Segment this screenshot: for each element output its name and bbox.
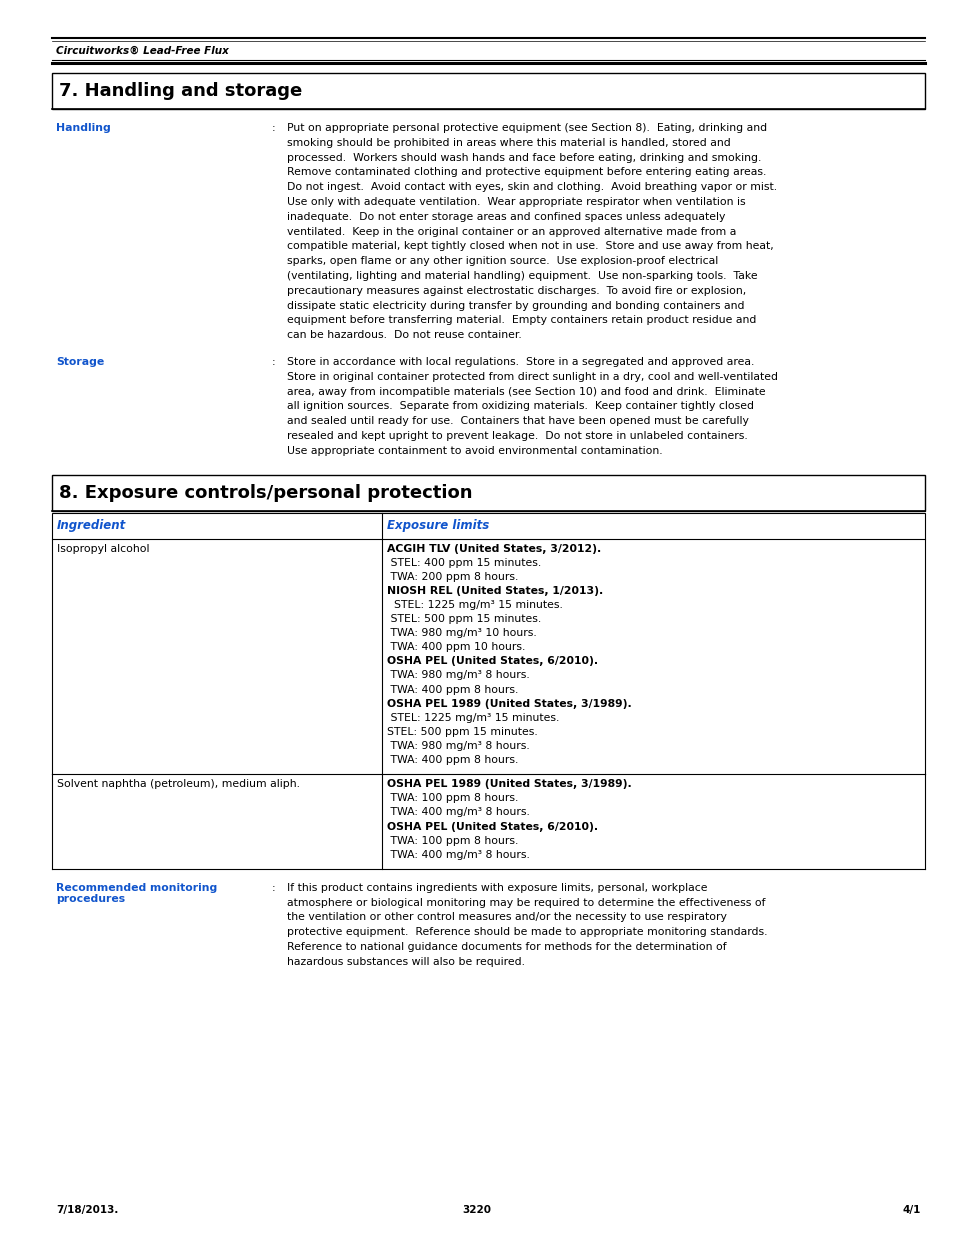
Text: Storage: Storage xyxy=(56,357,104,367)
Text: :: : xyxy=(272,883,275,893)
Text: If this product contains ingredients with exposure limits, personal, workplace: If this product contains ingredients wit… xyxy=(287,883,707,893)
Text: equipment before transferring material.  Empty containers retain product residue: equipment before transferring material. … xyxy=(287,315,756,325)
Text: TWA: 400 ppm 8 hours.: TWA: 400 ppm 8 hours. xyxy=(387,755,517,766)
Text: sparks, open flame or any other ignition source.  Use explosion-proof electrical: sparks, open flame or any other ignition… xyxy=(287,256,718,267)
Text: atmosphere or biological monitoring may be required to determine the effectivene: atmosphere or biological monitoring may … xyxy=(287,898,764,908)
Bar xyxy=(52,474,924,510)
Text: OSHA PEL 1989 (United States, 3/1989).: OSHA PEL 1989 (United States, 3/1989). xyxy=(387,699,631,709)
Text: OSHA PEL (United States, 6/2010).: OSHA PEL (United States, 6/2010). xyxy=(387,821,598,831)
Text: ventilated.  Keep in the original container or an approved alternative made from: ventilated. Keep in the original contain… xyxy=(287,226,736,237)
Text: TWA: 980 mg/m³ 8 hours.: TWA: 980 mg/m³ 8 hours. xyxy=(387,741,529,751)
Text: protective equipment.  Reference should be made to appropriate monitoring standa: protective equipment. Reference should b… xyxy=(287,927,767,937)
Text: 3220: 3220 xyxy=(462,1205,491,1215)
Text: 7/18/2013.: 7/18/2013. xyxy=(56,1205,118,1215)
Text: Store in original container protected from direct sunlight in a dry, cool and we: Store in original container protected fr… xyxy=(287,372,778,382)
Text: ACGIH TLV (United States, 3/2012).: ACGIH TLV (United States, 3/2012). xyxy=(387,543,600,553)
Text: TWA: 100 ppm 8 hours.: TWA: 100 ppm 8 hours. xyxy=(387,793,517,803)
Text: NIOSH REL (United States, 1/2013).: NIOSH REL (United States, 1/2013). xyxy=(387,585,602,597)
Text: the ventilation or other control measures and/or the necessity to use respirator: the ventilation or other control measure… xyxy=(287,913,726,923)
Text: OSHA PEL 1989 (United States, 3/1989).: OSHA PEL 1989 (United States, 3/1989). xyxy=(387,779,631,789)
Text: Exposure limits: Exposure limits xyxy=(387,519,489,532)
Text: and sealed until ready for use.  Containers that have been opened must be carefu: and sealed until ready for use. Containe… xyxy=(287,416,748,426)
Text: Use only with adequate ventilation.  Wear appropriate respirator when ventilatio: Use only with adequate ventilation. Wear… xyxy=(287,198,745,207)
Text: :: : xyxy=(272,124,275,133)
Text: TWA: 980 mg/m³ 10 hours.: TWA: 980 mg/m³ 10 hours. xyxy=(387,629,537,638)
Text: area, away from incompatible materials (see Section 10) and food and drink.  Eli: area, away from incompatible materials (… xyxy=(287,387,765,396)
Text: precautionary measures against electrostatic discharges.  To avoid fire or explo: precautionary measures against electrost… xyxy=(287,285,745,296)
Text: (ventilating, lighting and material handling) equipment.  Use non-sparking tools: (ventilating, lighting and material hand… xyxy=(287,270,757,282)
Text: Reference to national guidance documents for methods for the determination of: Reference to national guidance documents… xyxy=(287,942,726,952)
Text: :: : xyxy=(272,357,275,367)
Text: 4/1: 4/1 xyxy=(902,1205,920,1215)
Text: Store in accordance with local regulations.  Store in a segregated and approved : Store in accordance with local regulatio… xyxy=(287,357,754,367)
Text: smoking should be prohibited in areas where this material is handled, stored and: smoking should be prohibited in areas wh… xyxy=(287,138,730,148)
Text: TWA: 980 mg/m³ 8 hours.: TWA: 980 mg/m³ 8 hours. xyxy=(387,671,529,680)
Text: TWA: 400 ppm 10 hours.: TWA: 400 ppm 10 hours. xyxy=(387,642,525,652)
Text: TWA: 400 mg/m³ 8 hours.: TWA: 400 mg/m³ 8 hours. xyxy=(387,850,529,860)
Text: TWA: 200 ppm 8 hours.: TWA: 200 ppm 8 hours. xyxy=(387,572,517,582)
Text: Circuitworks® Lead-Free Flux: Circuitworks® Lead-Free Flux xyxy=(56,46,229,56)
Text: 8. Exposure controls/personal protection: 8. Exposure controls/personal protection xyxy=(59,484,472,501)
Text: STEL: 1225 mg/m³ 15 minutes.: STEL: 1225 mg/m³ 15 minutes. xyxy=(387,713,558,722)
Bar xyxy=(52,73,924,109)
Text: Put on appropriate personal protective equipment (see Section 8).  Eating, drink: Put on appropriate personal protective e… xyxy=(287,124,766,133)
Text: dissipate static electricity during transfer by grounding and bonding containers: dissipate static electricity during tran… xyxy=(287,300,743,310)
Text: Handling: Handling xyxy=(56,124,111,133)
Text: processed.  Workers should wash hands and face before eating, drinking and smoki: processed. Workers should wash hands and… xyxy=(287,153,760,163)
Text: OSHA PEL (United States, 6/2010).: OSHA PEL (United States, 6/2010). xyxy=(387,656,598,667)
Text: resealed and kept upright to prevent leakage.  Do not store in unlabeled contain: resealed and kept upright to prevent lea… xyxy=(287,431,747,441)
Text: Remove contaminated clothing and protective equipment before entering eating are: Remove contaminated clothing and protect… xyxy=(287,168,765,178)
Text: Ingredient: Ingredient xyxy=(57,519,126,532)
Text: 7. Handling and storage: 7. Handling and storage xyxy=(59,82,302,100)
Text: inadequate.  Do not enter storage areas and confined spaces unless adequately: inadequate. Do not enter storage areas a… xyxy=(287,211,724,222)
Text: STEL: 400 ppm 15 minutes.: STEL: 400 ppm 15 minutes. xyxy=(387,558,540,568)
Text: Use appropriate containment to avoid environmental contamination.: Use appropriate containment to avoid env… xyxy=(287,446,662,456)
Text: can be hazardous.  Do not reuse container.: can be hazardous. Do not reuse container… xyxy=(287,330,521,340)
Bar xyxy=(52,513,924,538)
Text: Do not ingest.  Avoid contact with eyes, skin and clothing.  Avoid breathing vap: Do not ingest. Avoid contact with eyes, … xyxy=(287,183,777,193)
Text: STEL: 1225 mg/m³ 15 minutes.: STEL: 1225 mg/m³ 15 minutes. xyxy=(387,600,562,610)
Text: STEL: 500 ppm 15 minutes.: STEL: 500 ppm 15 minutes. xyxy=(387,614,540,624)
Text: TWA: 100 ppm 8 hours.: TWA: 100 ppm 8 hours. xyxy=(387,836,517,846)
Text: TWA: 400 mg/m³ 8 hours.: TWA: 400 mg/m³ 8 hours. xyxy=(387,808,529,818)
Text: hazardous substances will also be required.: hazardous substances will also be requir… xyxy=(287,957,524,967)
Text: STEL: 500 ppm 15 minutes.: STEL: 500 ppm 15 minutes. xyxy=(387,727,537,737)
Text: Isopropyl alcohol: Isopropyl alcohol xyxy=(57,543,150,553)
Text: TWA: 400 ppm 8 hours.: TWA: 400 ppm 8 hours. xyxy=(387,684,517,694)
Text: compatible material, kept tightly closed when not in use.  Store and use away fr: compatible material, kept tightly closed… xyxy=(287,241,773,252)
Text: Solvent naphtha (petroleum), medium aliph.: Solvent naphtha (petroleum), medium alip… xyxy=(57,779,299,789)
Text: all ignition sources.  Separate from oxidizing materials.  Keep container tightl: all ignition sources. Separate from oxid… xyxy=(287,401,753,411)
Text: Recommended monitoring
procedures: Recommended monitoring procedures xyxy=(56,883,217,904)
